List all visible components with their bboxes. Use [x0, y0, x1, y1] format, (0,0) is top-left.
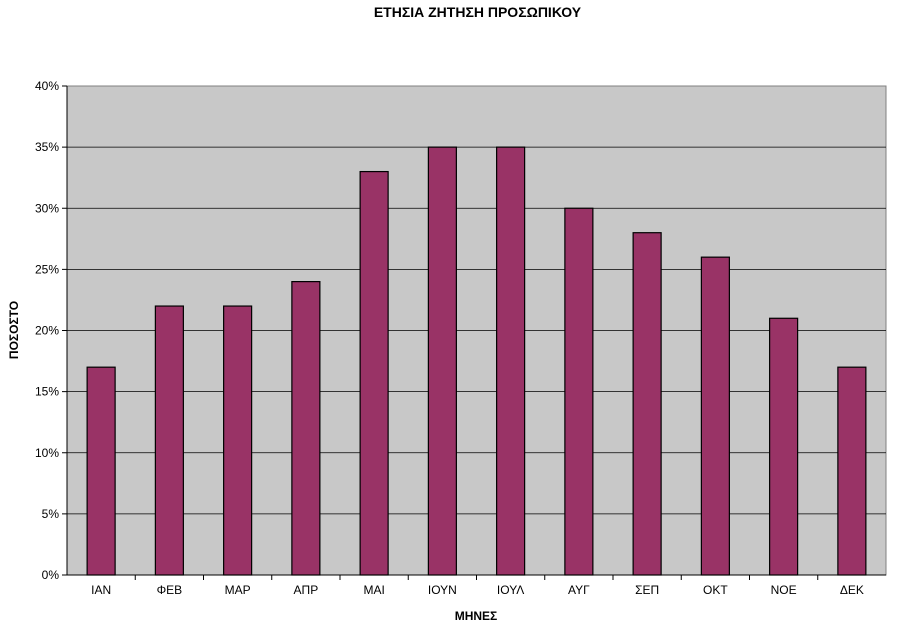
bars	[86, 146, 867, 576]
y-tick-label: 25%	[35, 262, 59, 276]
y-axis-ticks: 0% 5% 10% 15% 20% 25% 30% 35% 40%	[35, 79, 67, 582]
x-tick-label: ΣΕΠ	[635, 583, 659, 597]
y-tick-label: 0%	[42, 568, 60, 582]
x-tick-label: ΝΟΕ	[771, 583, 797, 597]
y-tick-label: 20%	[35, 324, 59, 338]
bar-ΑΠΡ	[291, 281, 321, 576]
x-tick-label: ΦΕΒ	[157, 583, 183, 597]
gridlines	[67, 146, 886, 515]
x-axis-title: ΜΗΝΕΣ	[455, 609, 498, 623]
bar-ΜΑΡ	[223, 305, 253, 576]
x-tick-label: ΜΑΡ	[225, 583, 251, 597]
x-tick-label: ΙΟΥΛ	[497, 583, 524, 597]
y-axis-title: ΠΟΣΟΣΤΟ	[7, 301, 21, 359]
bar-ΝΟΕ	[769, 317, 799, 576]
bar-ΣΕΠ	[632, 232, 662, 576]
bar-ΔΕΚ	[837, 366, 867, 576]
x-tick-label: ΜΑΙ	[363, 583, 384, 597]
bar-ΙΟΥΛ	[496, 146, 526, 576]
bar-ΑΥΓ	[564, 207, 594, 576]
bar-ΦΕΒ	[154, 305, 184, 576]
bar-ΜΑΙ	[359, 170, 389, 576]
x-axis-ticks: ΙΑΝ ΦΕΒ ΜΑΡ ΑΠΡ ΜΑΙ ΙΟΥΝ ΙΟΥΛ ΑΥΓ ΣΕΠ ΟΚΤ ΝΟΕ ΔΕΚ	[91, 575, 864, 597]
y-tick-label: 5%	[42, 507, 60, 521]
bar-ΟΚΤ	[700, 256, 730, 576]
chart-title: ΕΤΗΣΙΑ ΖΗΤΗΣΗ ΠΡΟΣΩΠΙΚΟΥ	[373, 4, 582, 20]
bar-ΙΟΥΝ	[427, 146, 457, 576]
y-tick-label: 10%	[35, 446, 59, 460]
x-tick-label: ΑΠΡ	[294, 583, 319, 597]
x-tick-label: ΔΕΚ	[840, 583, 864, 597]
x-tick-label: ΙΟΥΝ	[428, 583, 457, 597]
y-tick-label: 15%	[35, 385, 59, 399]
bar-ΙΑΝ	[86, 366, 116, 576]
x-tick-label: ΑΥΓ	[568, 583, 590, 597]
x-tick-label: ΟΚΤ	[703, 583, 728, 597]
y-tick-label: 40%	[35, 79, 59, 93]
y-tick-label: 35%	[35, 140, 59, 154]
y-tick-label: 30%	[35, 201, 59, 215]
x-tick-label: ΙΑΝ	[91, 583, 111, 597]
